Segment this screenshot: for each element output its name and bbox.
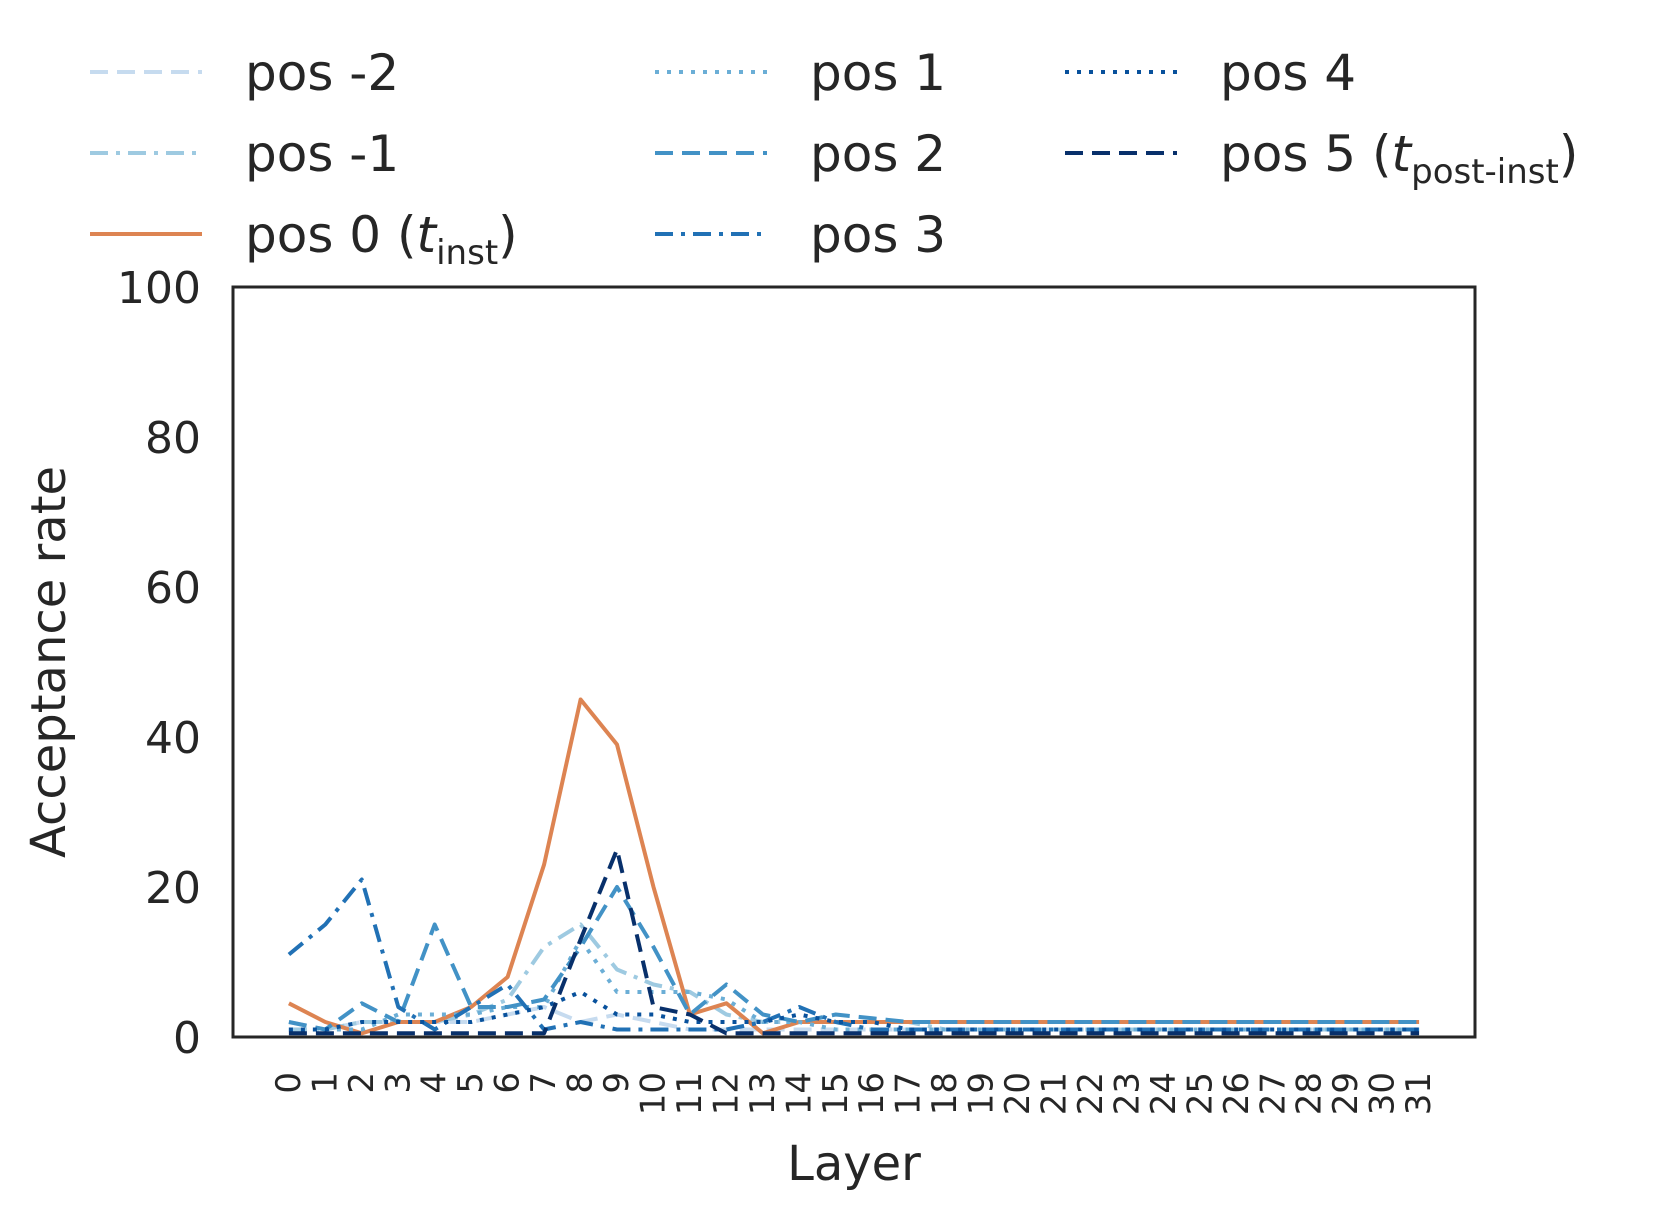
x-tick-label: 30 [1363, 1072, 1403, 1115]
series-lines [287, 697, 1420, 1036]
x-tick-label: 4 [415, 1072, 455, 1094]
x-tick-label: 22 [1071, 1072, 1111, 1115]
x-tick-label: 25 [1180, 1072, 1220, 1115]
series-line-pos4 [288, 990, 1420, 1032]
x-tick-label: 1 [305, 1072, 345, 1094]
plot-area [231, 285, 1477, 1039]
x-tick-label: 15 [816, 1072, 856, 1115]
legend-label: pos 0 (tinst) [245, 206, 518, 273]
y-tick-label: 40 [145, 713, 201, 764]
x-tick-label: 27 [1253, 1072, 1293, 1115]
series-line-pos2 [288, 885, 1420, 1032]
legend-label: pos -1 [245, 125, 399, 183]
x-axis-label: Layer [787, 1136, 921, 1192]
x-tick-label: 6 [488, 1072, 528, 1094]
legend-label: pos 2 [810, 125, 946, 183]
x-tick-label: 14 [779, 1072, 819, 1115]
x-tick-label: 18 [925, 1072, 965, 1115]
x-axis-ticks: 0123456789101112131415161718192021222324… [269, 1072, 1439, 1115]
y-tick-label: 20 [145, 863, 201, 914]
series-line-pos3 [287, 877, 1420, 1032]
x-tick-label: 24 [1144, 1072, 1184, 1115]
x-tick-label: 3 [378, 1072, 418, 1094]
x-tick-label: 5 [451, 1072, 491, 1094]
legend-label: pos 4 [1220, 44, 1356, 102]
y-tick-label: 60 [145, 563, 201, 614]
x-tick-label: 21 [1035, 1072, 1075, 1115]
x-tick-label: 28 [1290, 1072, 1330, 1115]
x-tick-label: 20 [998, 1072, 1038, 1115]
x-tick-label: 19 [962, 1072, 1002, 1115]
x-tick-label: 11 [670, 1072, 710, 1115]
series-line-pos5 [288, 847, 1420, 1036]
legend-item: pos 2 [655, 125, 946, 183]
y-axis-label: Acceptance rate [21, 466, 77, 858]
x-tick-label: 0 [269, 1072, 309, 1094]
y-tick-label: 0 [173, 1013, 201, 1064]
x-tick-label: 29 [1326, 1072, 1366, 1115]
y-axis-ticks: 0 20 40 60 80 100 [117, 263, 201, 1064]
x-tick-label: 26 [1217, 1072, 1257, 1115]
legend-label: pos -2 [245, 44, 399, 102]
legend: pos -2 pos -1 pos 0 (tinst) pos 1 pos 2 pos 3… [90, 44, 1578, 273]
x-tick-label: 8 [561, 1072, 601, 1094]
y-tick-label: 80 [145, 413, 201, 464]
x-tick-label: 31 [1399, 1072, 1439, 1115]
series-line-pos0 [287, 697, 1420, 1036]
x-tick-label: 12 [706, 1072, 746, 1115]
x-tick-label: 13 [743, 1072, 783, 1115]
legend-label: pos 5 (tpost-inst) [1220, 125, 1578, 192]
y-tick-label: 100 [117, 263, 201, 314]
legend-label: pos 3 [810, 206, 946, 264]
plot-frame [231, 285, 1477, 1039]
legend-item: pos -1 [90, 125, 399, 183]
x-tick-label: 23 [1107, 1072, 1147, 1115]
x-tick-label: 7 [524, 1072, 564, 1094]
x-tick-label: 16 [852, 1072, 892, 1115]
legend-label: pos 1 [810, 44, 946, 102]
legend-item: pos 4 [1065, 44, 1356, 102]
x-tick-label: 10 [633, 1072, 673, 1115]
x-tick-label: 9 [597, 1072, 637, 1094]
legend-item: pos -2 [90, 44, 399, 102]
legend-item: pos 1 [655, 44, 946, 102]
legend-item: pos 5 (tpost-inst) [1065, 125, 1578, 192]
legend-item: pos 3 [655, 206, 946, 264]
x-tick-label: 2 [342, 1072, 382, 1094]
x-tick-label: 17 [889, 1072, 929, 1115]
